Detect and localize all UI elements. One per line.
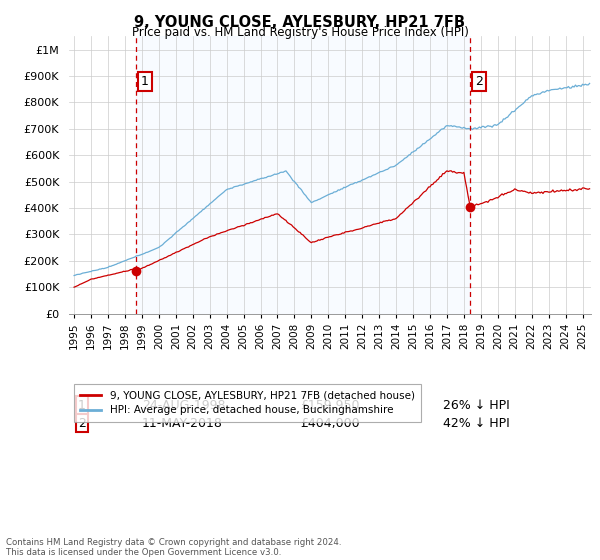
Text: 26% ↓ HPI: 26% ↓ HPI bbox=[443, 399, 509, 412]
Text: £404,000: £404,000 bbox=[300, 417, 360, 430]
Text: 9, YOUNG CLOSE, AYLESBURY, HP21 7FB: 9, YOUNG CLOSE, AYLESBURY, HP21 7FB bbox=[134, 15, 466, 30]
Text: 1: 1 bbox=[140, 75, 149, 88]
Text: 11-MAY-2018: 11-MAY-2018 bbox=[142, 417, 223, 430]
Text: 2: 2 bbox=[78, 417, 86, 430]
Text: 1: 1 bbox=[78, 399, 86, 412]
Text: £159,950: £159,950 bbox=[300, 399, 360, 412]
Legend: 9, YOUNG CLOSE, AYLESBURY, HP21 7FB (detached house), HPI: Average price, detach: 9, YOUNG CLOSE, AYLESBURY, HP21 7FB (det… bbox=[74, 384, 421, 422]
Text: 24-AUG-1998: 24-AUG-1998 bbox=[142, 399, 226, 412]
Text: Contains HM Land Registry data © Crown copyright and database right 2024.
This d: Contains HM Land Registry data © Crown c… bbox=[6, 538, 341, 557]
Text: 42% ↓ HPI: 42% ↓ HPI bbox=[443, 417, 509, 430]
Bar bbox=[136, 36, 470, 314]
Text: 2: 2 bbox=[475, 75, 483, 88]
Text: Price paid vs. HM Land Registry's House Price Index (HPI): Price paid vs. HM Land Registry's House … bbox=[131, 26, 469, 39]
